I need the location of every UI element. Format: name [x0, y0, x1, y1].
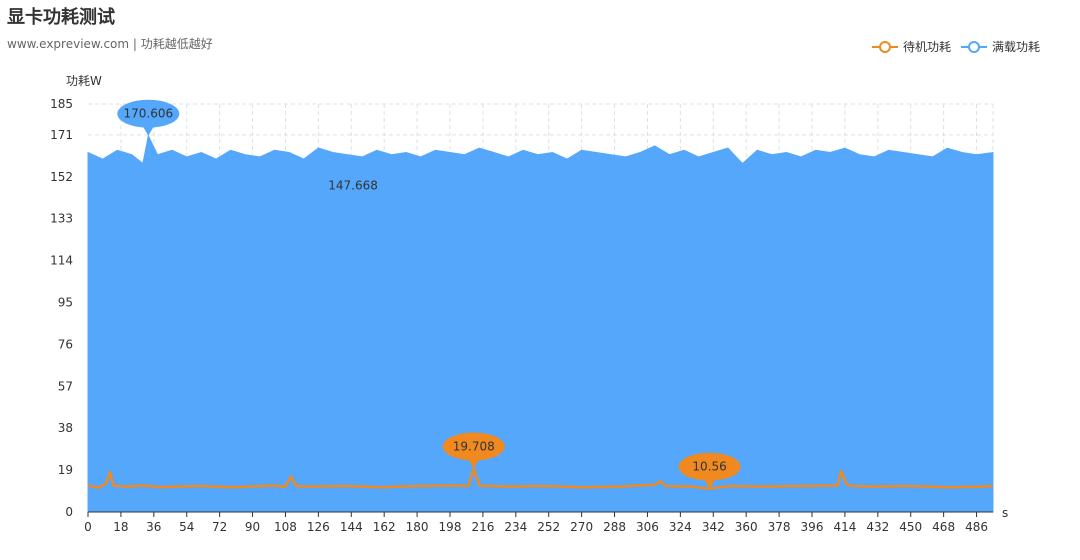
x-tick-label: 126 [307, 520, 330, 534]
x-tick-label: 306 [636, 520, 659, 534]
load-min-marker-label: 147.668 [328, 178, 378, 192]
x-tick-label: 54 [179, 520, 194, 534]
x-tick-label: 180 [406, 520, 429, 534]
x-tick-label: 90 [245, 520, 260, 534]
x-tick-label: 252 [537, 520, 560, 534]
page-subtitle: www.expreview.com | 功耗越低越好 [7, 37, 213, 51]
x-tick-label: 36 [146, 520, 161, 534]
page-title: 显卡功耗测试 [7, 7, 115, 28]
x-tick-label: 468 [932, 520, 955, 534]
x-tick-label: 234 [504, 520, 527, 534]
x-tick-label: 0 [84, 520, 92, 534]
x-tick-label: 198 [439, 520, 462, 534]
x-tick-label: 378 [768, 520, 791, 534]
y-tick-label: 76 [58, 337, 73, 351]
y-axis-label: 功耗W [66, 74, 102, 88]
series-area-load [87, 134, 994, 513]
marker-layer: 170.606 147.668 19.708 10.56 [117, 99, 741, 489]
y-tick-label: 114 [50, 254, 73, 268]
idle-max-marker-bubble [442, 432, 505, 461]
x-tick-label: 270 [570, 520, 593, 534]
y-tick-label: 133 [50, 212, 73, 226]
x-tick-label: 108 [274, 520, 297, 534]
load-min-marker: 147.668 [326, 166, 381, 192]
load-max-marker-label: 170.606 [124, 107, 174, 121]
x-tick-label: 450 [899, 520, 922, 534]
y-tick-label: 38 [58, 421, 73, 435]
x-tick-label: 342 [702, 520, 725, 534]
y-tick-label: 95 [58, 295, 73, 309]
y-tick-label: 0 [65, 505, 73, 519]
legend-label-load: 满载功耗 [991, 40, 1040, 54]
x-tick-label: 18 [113, 520, 128, 534]
load-max-marker: 170.606 [117, 99, 180, 136]
load-min-marker-bubble [326, 166, 381, 191]
area-layer [87, 134, 994, 513]
y-tick-label: 57 [58, 379, 73, 393]
idle-max-marker: 19.708 [442, 432, 505, 469]
x-axis-label: s [1002, 506, 1008, 520]
axis-layer: 0 19 38 57 76 95 114 133 152 171 185 0 18 36 54 72 90 108… [50, 97, 993, 534]
y-tick-label: 171 [50, 128, 73, 142]
load-max-marker-bubble [117, 99, 180, 128]
idle-min-marker-bubble [678, 452, 741, 481]
x-tick-label: 396 [801, 520, 824, 534]
y-tick-label: 19 [58, 463, 73, 477]
legend-label-idle: 待机功耗 [902, 40, 951, 54]
line-layer [87, 467, 994, 490]
x-tick-label: 324 [669, 520, 692, 534]
legend-swatch-idle-icon [871, 40, 898, 53]
chart-legend: 待机功耗 满载功耗 [871, 38, 1040, 55]
legend-item-idle[interactable]: 待机功耗 [871, 38, 951, 55]
x-tick-label: 144 [340, 520, 363, 534]
x-tick-label: 162 [373, 520, 396, 534]
x-tick-label: 432 [866, 520, 889, 534]
x-tick-label: 216 [471, 520, 494, 534]
idle-min-marker: 10.56 [678, 452, 741, 489]
y-tick-label: 185 [50, 97, 73, 111]
idle-min-marker-label: 10.56 [692, 460, 726, 474]
idle-max-marker-label: 19.708 [453, 440, 495, 454]
y-tick-label: 152 [50, 170, 73, 184]
x-tick-label: 486 [965, 520, 988, 534]
legend-swatch-load-icon [960, 40, 987, 53]
x-tick-label: 414 [833, 520, 856, 534]
legend-item-load[interactable]: 满载功耗 [960, 38, 1040, 55]
x-tick-label: 288 [603, 520, 626, 534]
series-line-idle [87, 467, 994, 490]
x-tick-label: 360 [735, 520, 758, 534]
x-tick-label: 72 [212, 520, 227, 534]
